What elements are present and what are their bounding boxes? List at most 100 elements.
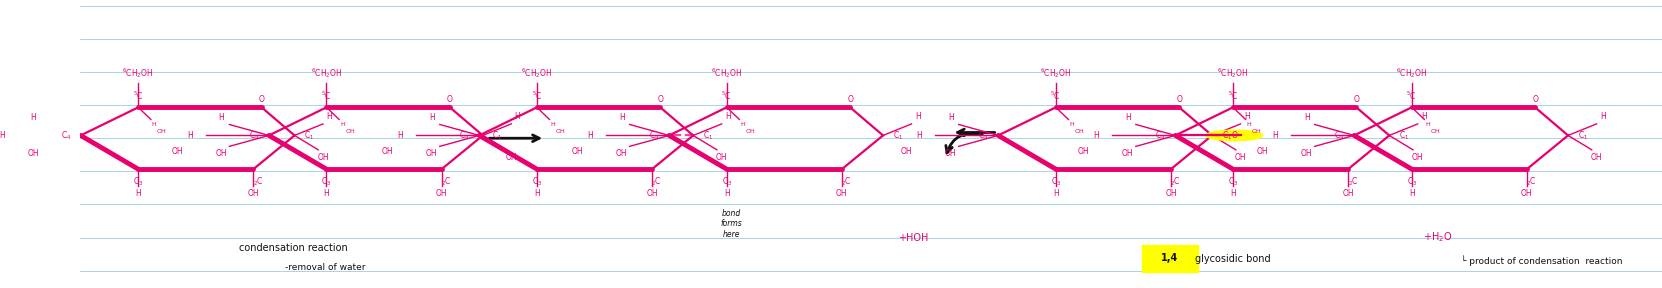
Text: $_2$C: $_2$C [1348, 175, 1358, 188]
Text: $^6$CH$_2$OH: $^6$CH$_2$OH [311, 66, 342, 80]
Text: H: H [1426, 122, 1429, 127]
Text: OH: OH [746, 129, 755, 134]
Text: $_2$C: $_2$C [253, 175, 264, 188]
Text: H: H [326, 112, 332, 121]
Text: C$_1$: C$_1$ [304, 129, 314, 142]
Text: OH: OH [1521, 189, 1532, 198]
Text: OH: OH [1256, 147, 1268, 156]
Text: condensation reaction: condensation reaction [239, 243, 347, 253]
Text: OH: OH [317, 153, 329, 162]
Text: H: H [1125, 113, 1130, 122]
Text: OH: OH [505, 153, 517, 162]
Text: H: H [1069, 122, 1074, 127]
Text: OH: OH [1301, 149, 1313, 158]
Text: $^6$CH$_2$OH: $^6$CH$_2$OH [1217, 66, 1248, 80]
Text: O: O [848, 95, 853, 104]
Text: H: H [1230, 189, 1237, 198]
Circle shape [1205, 130, 1263, 141]
Text: $^5$C: $^5$C [1228, 90, 1238, 102]
Text: O: O [259, 95, 264, 104]
Text: 1,4: 1,4 [1162, 253, 1178, 264]
Text: C$_1$: C$_1$ [892, 129, 902, 142]
Text: H: H [550, 122, 555, 127]
Text: OH: OH [946, 149, 957, 158]
Text: H: H [947, 113, 954, 122]
Text: $^5$C: $^5$C [532, 90, 542, 102]
Text: C$_1$: C$_1$ [1577, 129, 1587, 142]
Text: OH: OH [27, 149, 38, 158]
Text: H: H [916, 112, 921, 121]
Text: $^6$CH$_2$OH: $^6$CH$_2$OH [522, 66, 553, 80]
Text: C$_4$: C$_4$ [1335, 129, 1345, 142]
Text: C$_4$: C$_4$ [61, 129, 71, 142]
Text: $^5$C: $^5$C [321, 90, 332, 102]
Text: H: H [515, 112, 520, 121]
Text: O: O [1232, 131, 1237, 140]
Text: OH: OH [836, 189, 848, 198]
Text: H: H [1245, 112, 1250, 121]
Text: H: H [397, 131, 404, 140]
Text: H: H [30, 113, 37, 122]
Text: $^5$C: $^5$C [133, 90, 143, 102]
Text: O: O [447, 95, 452, 104]
Text: $^6$CH$_2$OH: $^6$CH$_2$OH [123, 66, 155, 80]
Text: C$_1$: C$_1$ [492, 129, 502, 142]
Text: OH: OH [716, 153, 728, 162]
Text: +HOH: +HOH [899, 233, 929, 242]
Text: OH: OH [1075, 129, 1084, 134]
Text: H: H [1409, 189, 1414, 198]
Text: OH: OH [1251, 129, 1261, 134]
Text: $^6$CH$_2$OH: $^6$CH$_2$OH [1040, 66, 1072, 80]
Text: H: H [1273, 131, 1278, 140]
Text: H: H [534, 189, 540, 198]
Text: OH: OH [171, 147, 183, 156]
Text: C$_3$: C$_3$ [1050, 175, 1060, 188]
Text: H: H [1094, 131, 1100, 140]
Text: H: H [618, 113, 625, 122]
Text: C$_4$: C$_4$ [650, 129, 660, 142]
Text: $_2$C: $_2$C [440, 175, 452, 188]
Text: H: H [1246, 122, 1251, 127]
Text: OH: OH [572, 147, 583, 156]
Text: H: H [587, 131, 593, 140]
Text: $_2$C: $_2$C [1170, 175, 1182, 188]
Text: $^6$CH$_2$OH: $^6$CH$_2$OH [1396, 66, 1428, 80]
Text: H: H [219, 113, 224, 122]
Text: H: H [151, 122, 156, 127]
Text: C$_3$: C$_3$ [532, 175, 542, 188]
Text: OH: OH [435, 189, 447, 198]
Text: H: H [324, 189, 329, 198]
Text: OH: OH [555, 129, 565, 134]
Text: -removal of water: -removal of water [284, 263, 366, 272]
Text: OH: OH [1413, 153, 1424, 162]
Text: O: O [1353, 95, 1360, 104]
Text: OH: OH [1431, 129, 1441, 134]
Text: $^5$C: $^5$C [1406, 90, 1418, 102]
Text: OH: OH [346, 129, 356, 134]
Text: OH: OH [425, 149, 437, 158]
Text: $_2$C: $_2$C [841, 175, 853, 188]
Text: C$_4$: C$_4$ [459, 129, 470, 142]
Text: glycosidic bond: glycosidic bond [1195, 254, 1271, 264]
Text: OH: OH [1591, 153, 1602, 162]
Text: C$_1$: C$_1$ [1222, 129, 1232, 142]
Text: H: H [1054, 189, 1059, 198]
Text: $_2$C: $_2$C [1526, 175, 1537, 188]
Text: OH: OH [1079, 147, 1089, 156]
Text: C$_3$: C$_3$ [1228, 175, 1238, 188]
Text: C$_3$: C$_3$ [1406, 175, 1418, 188]
Text: OH: OH [1235, 153, 1246, 162]
Text: OH: OH [901, 147, 912, 156]
Text: H: H [1601, 112, 1605, 121]
Text: C$_3$: C$_3$ [721, 175, 731, 188]
Text: OH: OH [1343, 189, 1355, 198]
FancyBboxPatch shape [1142, 245, 1198, 272]
Text: $_2$C: $_2$C [652, 175, 661, 188]
Text: $^5$C: $^5$C [1050, 90, 1060, 102]
Text: H: H [1303, 113, 1310, 122]
Text: H: H [429, 113, 435, 122]
Text: O: O [658, 95, 663, 104]
Text: C$_1$: C$_1$ [1399, 129, 1409, 142]
Text: H: H [1421, 112, 1428, 121]
Text: └ product of condensation  reaction: └ product of condensation reaction [1461, 255, 1622, 266]
